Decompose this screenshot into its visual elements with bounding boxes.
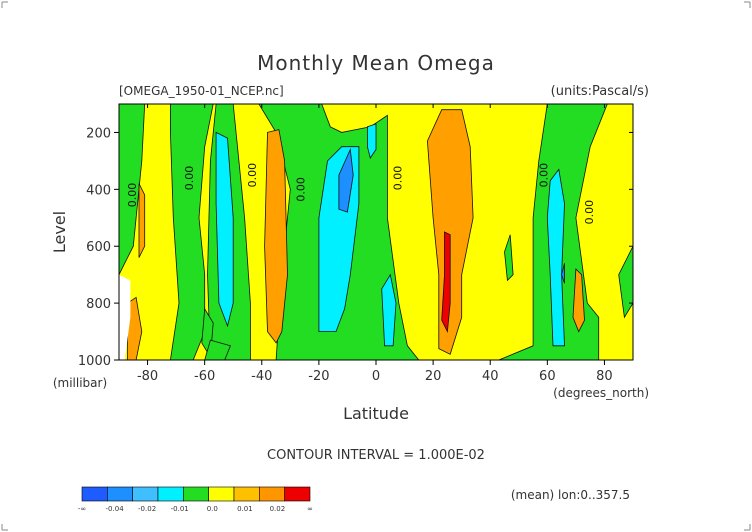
contour-region-20 xyxy=(426,109,474,355)
colorbar-label-2: -0.02 xyxy=(138,505,156,513)
contour-label-0: 0.00 xyxy=(126,183,139,208)
contour-labels: 0.00 0.00 0.00 0.00 0.00 0.00 0.00 xyxy=(126,163,596,224)
contour-region-0 xyxy=(119,104,146,275)
file-label: [OMEGA_1950-01_NCEP.nc] xyxy=(119,84,284,98)
x-tick-label-7: 60 xyxy=(539,369,556,384)
contour-region-14 xyxy=(546,168,565,347)
x-tick-label-6: 40 xyxy=(482,369,499,384)
contour-label-4: 0.00 xyxy=(392,166,405,191)
y-axis-units: (millibar) xyxy=(53,376,107,390)
contour-label-2: 0.00 xyxy=(246,163,259,188)
colorbar-label-5: 0.01 xyxy=(237,505,253,513)
contour-region-17 xyxy=(264,129,288,344)
colorbar-label-3: -0.01 xyxy=(171,505,189,513)
y-tick-label-1: 400 xyxy=(86,183,111,198)
x-tick-label-2: -40 xyxy=(251,369,272,384)
contour-region-16 xyxy=(561,263,565,284)
contour-region-7 xyxy=(204,339,231,360)
colorbar-swatch-6 xyxy=(233,486,260,502)
colorbar-label-1: -0.04 xyxy=(106,505,125,513)
contour-region-1 xyxy=(169,104,214,360)
colorbar-swatch-8 xyxy=(284,486,311,502)
x-tick-label-1: -60 xyxy=(194,369,215,384)
contour-region-21 xyxy=(572,268,585,333)
chart-title: Monthly Mean Omega xyxy=(257,51,495,75)
colorbar-swatch-7 xyxy=(259,486,285,502)
y-tick-label-4: 1000 xyxy=(78,354,111,369)
contour-region-13 xyxy=(381,273,397,347)
contour-region-5 xyxy=(618,246,633,319)
y-tick-label-2: 600 xyxy=(86,240,111,255)
x-tick-label-5: 20 xyxy=(425,369,442,384)
colorbar-swatch-0 xyxy=(81,486,108,502)
x-tick-label-8: 80 xyxy=(596,369,613,384)
contour-region-22 xyxy=(441,231,451,334)
contour-regions xyxy=(119,104,633,360)
plot-area xyxy=(119,104,633,360)
contour-label-5: 0.00 xyxy=(537,163,550,188)
x-axis: -80 -60 -40 -20 0 20 40 60 80 xyxy=(137,104,613,384)
contour-interval: CONTOUR INTERVAL = 1.000E-02 xyxy=(267,448,485,463)
y-axis: 200 400 600 800 1000 xyxy=(78,126,633,369)
colorbar-label-4: 0.0 xyxy=(207,505,218,513)
colorbar-swatch-4 xyxy=(183,486,209,502)
colorbar-swatch-2 xyxy=(132,486,159,502)
colorbar: -∞ -0.04 -0.02 -0.01 0.0 0.01 0.02 ∞ xyxy=(78,486,313,513)
units-label: (units:Pascal/s) xyxy=(551,84,649,99)
x-axis-label: Latitude xyxy=(343,404,409,423)
contour-label-1: 0.00 xyxy=(183,166,196,191)
x-axis-units: (degrees_north) xyxy=(553,386,649,400)
y-axis-label: Level xyxy=(50,211,69,253)
footer-note: (mean) lon:0..357.5 xyxy=(511,488,630,502)
colorbar-label-6: 0.02 xyxy=(270,505,286,513)
contour-region-10 xyxy=(215,131,234,328)
contour-region-8 xyxy=(504,234,514,282)
contour-label-3: 0.00 xyxy=(295,177,308,202)
y-tick-label-3: 800 xyxy=(86,297,111,312)
colorbar-swatch-3 xyxy=(157,486,184,502)
y-tick-label-0: 200 xyxy=(86,126,111,141)
contour-label-6: 0.00 xyxy=(583,200,596,225)
colorbar-swatch-1 xyxy=(107,486,133,502)
contour-region-12 xyxy=(366,123,377,159)
x-tick-label-3: -20 xyxy=(308,369,329,384)
x-tick-label-0: -80 xyxy=(137,369,158,384)
colorbar-label-7: ∞ xyxy=(307,505,313,513)
missing-data-region-1 xyxy=(119,274,131,360)
colorbar-label-0: -∞ xyxy=(78,505,86,513)
x-tick-label-4: 0 xyxy=(372,369,380,384)
colorbar-swatch-5 xyxy=(208,486,235,502)
contour-region-15 xyxy=(338,147,354,213)
contour-region-18 xyxy=(138,183,146,258)
